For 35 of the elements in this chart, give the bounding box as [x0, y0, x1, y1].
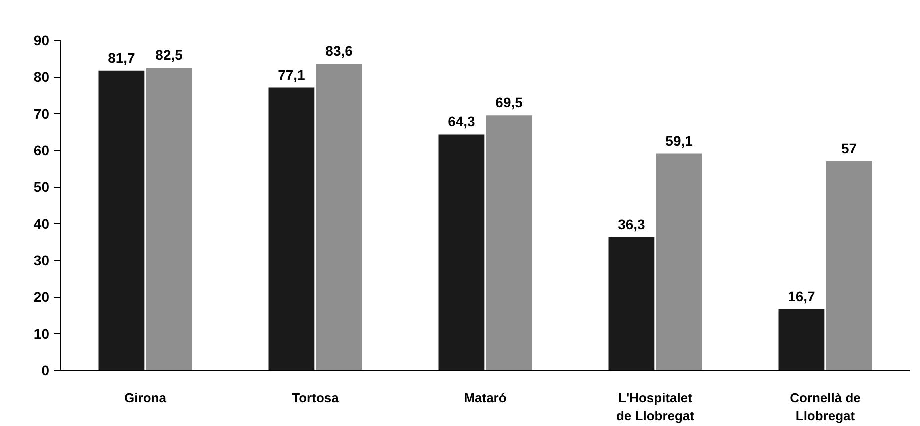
x-tick-label: Tortosa	[292, 390, 340, 406]
x-tick-label: Cornellà de Llobregat	[790, 390, 861, 424]
y-tick-label: 70	[34, 106, 50, 122]
bar	[98, 70, 145, 370]
x-tick-label: Mataró	[464, 390, 507, 406]
y-tick-label: 40	[34, 216, 50, 232]
y-tick-label: 90	[34, 32, 50, 48]
bar	[778, 309, 825, 370]
data-label: 69,5	[496, 94, 524, 111]
data-label: 36,3	[618, 216, 646, 232]
bar	[826, 162, 872, 370]
bar	[486, 116, 532, 370]
x-tick-label: L'Hospitalet de Llobregat	[616, 390, 696, 424]
y-tick-label: 10	[34, 326, 50, 342]
y-tick-label: 20	[34, 289, 50, 306]
data-label: 16,7	[788, 288, 816, 304]
data-label: 82,5	[156, 47, 184, 63]
data-label: 83,6	[326, 42, 354, 59]
data-label: 57	[842, 140, 858, 156]
data-label: 59,1	[666, 132, 694, 149]
data-label: 64,3	[448, 114, 476, 130]
bar	[146, 68, 192, 370]
y-tick-label: 30	[34, 252, 50, 268]
y-tick-label: 0	[42, 362, 50, 378]
data-label: 77,1	[278, 66, 306, 83]
data-label: 81,7	[108, 50, 136, 66]
bar	[608, 237, 655, 370]
x-tick-label: Girona	[124, 390, 168, 406]
bar	[316, 64, 362, 370]
bar	[268, 88, 315, 370]
y-tick-label: 50	[34, 179, 50, 196]
bar	[438, 134, 485, 370]
y-tick-label: 60	[34, 142, 50, 158]
y-tick-label: 80	[34, 69, 50, 86]
bar	[656, 154, 702, 370]
